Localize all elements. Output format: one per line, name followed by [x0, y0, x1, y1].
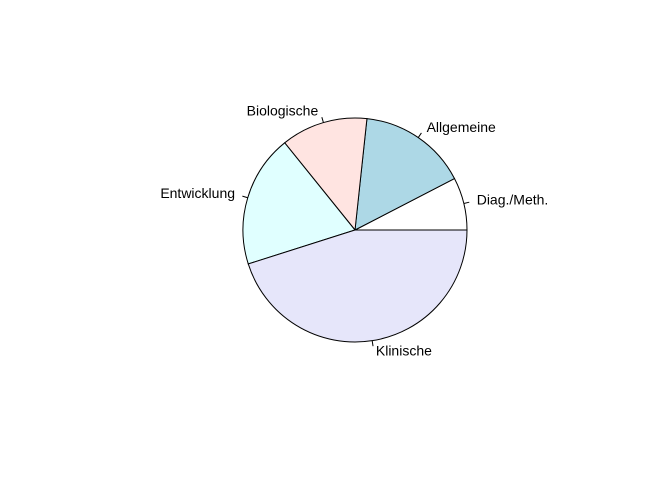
slice-label: Entwicklung	[160, 185, 235, 201]
label-tick	[417, 132, 422, 138]
slice-label: Diag./Meth.	[477, 192, 549, 208]
label-tick	[242, 195, 248, 199]
label-tick	[371, 340, 374, 347]
label-tick	[463, 201, 470, 204]
slice-label: Biologische	[247, 103, 319, 119]
slice-label: Allgemeine	[427, 119, 496, 135]
pie-slice	[354, 118, 456, 231]
slice-label: Klinische	[376, 342, 432, 358]
label-tick	[321, 117, 324, 123]
